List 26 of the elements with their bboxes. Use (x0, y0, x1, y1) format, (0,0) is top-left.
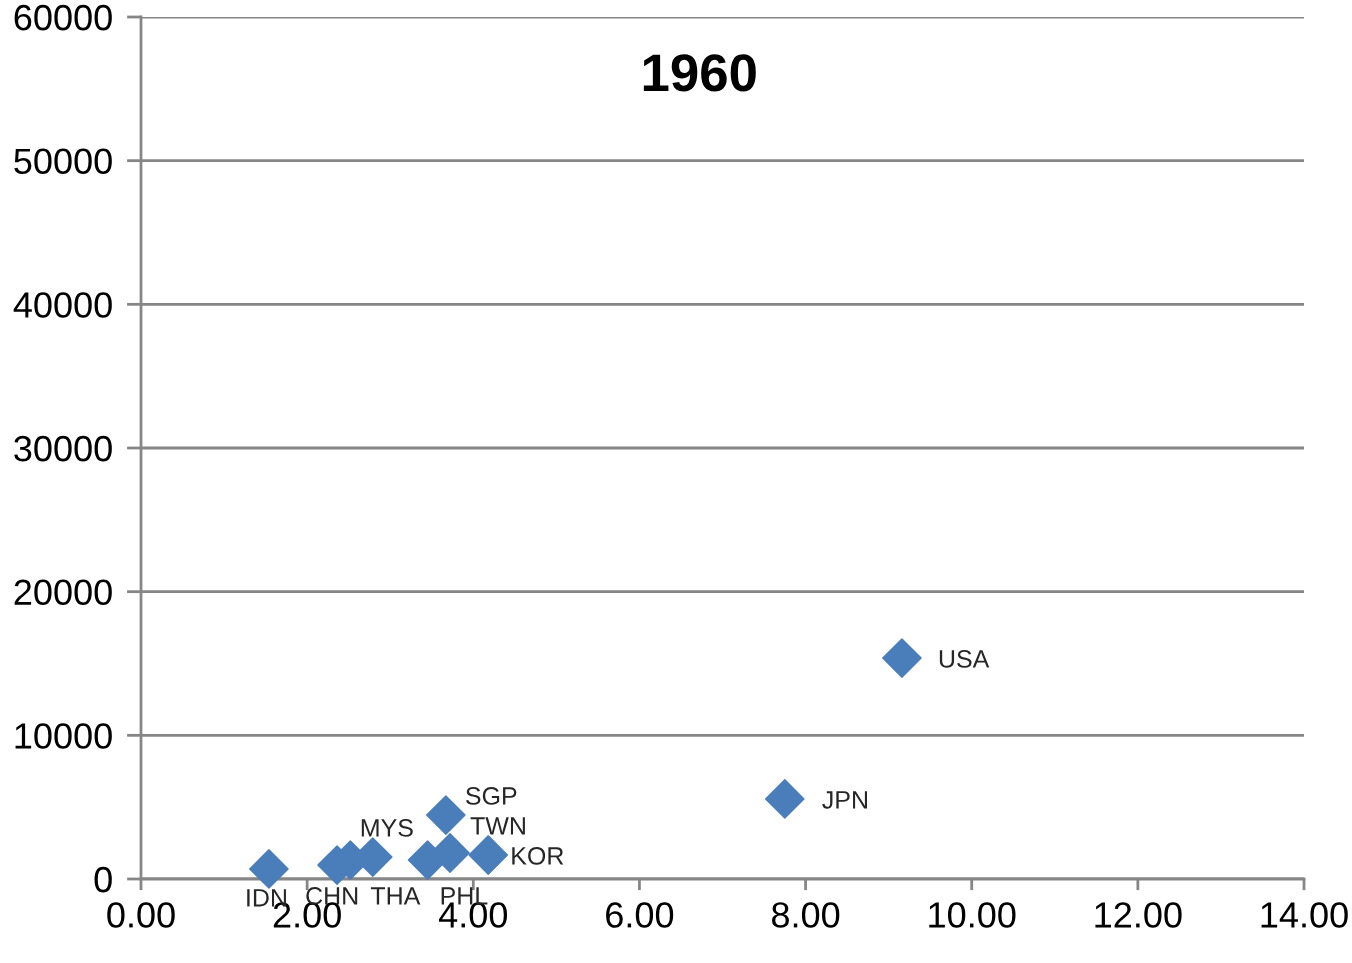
point (468, 835, 509, 875)
x-tick-label: 12.00 (1095, 902, 1182, 928)
annotation: USA (939, 650, 990, 668)
y-tick-label: 20000 (14, 579, 112, 606)
annotation: JPN (822, 791, 867, 809)
x-tick-label: 8.00 (772, 902, 840, 928)
point (882, 638, 922, 678)
annotation: THA (370, 887, 421, 905)
x-tick-label: 14.00 (1261, 902, 1348, 928)
y-tick-label: 0 (94, 866, 112, 893)
point (249, 849, 289, 889)
x-tick-label: 6.00 (606, 902, 674, 928)
y-tick-label: 40000 (13, 292, 112, 318)
annotation: KOR (512, 847, 564, 865)
annotation: MYS (361, 819, 413, 837)
y-tick-label: 50000 (14, 148, 112, 175)
y-tick-label: 60000 (14, 4, 112, 31)
annotation: TWN (470, 817, 525, 835)
text: 1960 (643, 54, 756, 92)
y-tick-label: 10000 (15, 723, 112, 749)
x-tick-label: 10.00 (929, 902, 1016, 928)
x-tick-label: 0.00 (107, 902, 175, 928)
point (764, 779, 805, 819)
annotation: SGP (466, 787, 517, 805)
y-tick-label: 30000 (14, 435, 112, 462)
point (426, 795, 466, 835)
